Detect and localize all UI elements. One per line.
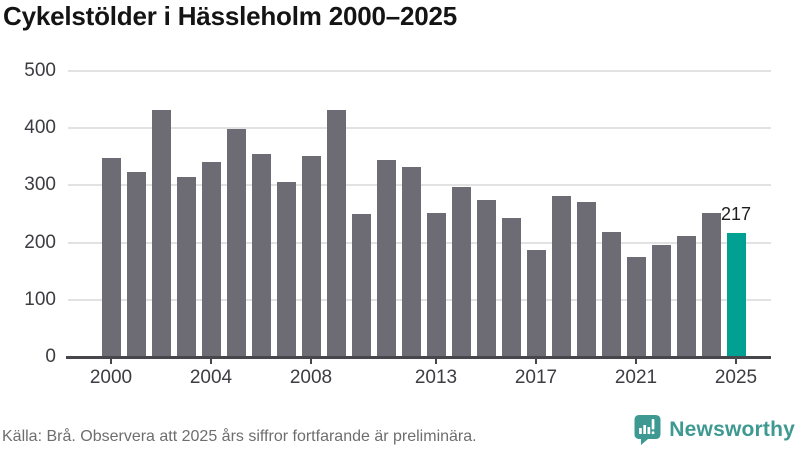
bar-2002 [151, 110, 171, 357]
bar-2024 [701, 213, 721, 357]
bar-2011 [376, 160, 396, 357]
gridline-500 [68, 70, 771, 72]
y-tick-label-0: 0 [45, 346, 56, 367]
newsworthy-logo: Newsworthy [633, 414, 795, 445]
bar-2006 [251, 154, 271, 357]
bar-2003 [176, 177, 196, 357]
x-tick-2021 [635, 359, 637, 364]
newsworthy-icon [634, 415, 661, 445]
bar-2023 [676, 236, 696, 357]
gridline-400 [68, 127, 771, 130]
bar-2025 [726, 233, 746, 357]
bar-2010 [351, 214, 371, 357]
x-tick-2013 [435, 359, 437, 364]
x-tick-2000 [110, 359, 112, 364]
bar-2001 [126, 172, 146, 357]
bar-2007 [276, 182, 296, 357]
bar-2009 [326, 110, 346, 357]
y-tick-label-500: 500 [24, 60, 56, 81]
bar-2014 [451, 187, 471, 357]
y-tick-label-100: 100 [24, 288, 56, 310]
newsworthy-wordmark: Newsworthy [669, 417, 795, 441]
y-tick-label-300: 300 [24, 174, 56, 196]
bar-2021 [626, 257, 646, 357]
bar-2004 [201, 162, 221, 357]
bar-2017 [526, 250, 546, 357]
bar-2016 [501, 218, 521, 357]
source-note: Källa: Brå. Observera att 2025 års siffr… [2, 428, 477, 445]
bar-chart: 0 100 200 300 400 500 2000 2004 2008 2013 2017 202… [24, 60, 771, 388]
bar-2019 [576, 202, 596, 357]
bar-2012 [401, 167, 421, 357]
bar-2008 [301, 156, 321, 357]
y-tick-label-200: 200 [24, 231, 56, 253]
x-axis-line [66, 356, 771, 359]
x-tick-label-2025: 2025 [714, 367, 758, 388]
x-tick-label-2013: 2013 [414, 367, 458, 388]
bar-2013 [426, 213, 446, 357]
x-tick-2017 [535, 359, 537, 364]
bar-2005 [226, 129, 246, 357]
x-tick-2004 [210, 359, 212, 364]
bar-2022 [651, 245, 671, 357]
bar-2018 [551, 196, 571, 357]
x-tick-label-2008: 2008 [289, 367, 333, 388]
x-tick-2008 [310, 359, 312, 364]
bar-2015 [476, 200, 496, 357]
x-tick-label-2000: 2000 [89, 367, 133, 388]
x-tick-label-2004: 2004 [189, 367, 233, 388]
x-tick-label-2017: 2017 [514, 367, 558, 388]
bar-2020 [601, 232, 621, 357]
x-tick-2025 [735, 359, 737, 364]
bar-2000 [101, 158, 121, 357]
x-tick-label-2021: 2021 [614, 367, 658, 388]
bar-value-label: 217 [720, 203, 752, 224]
chart-title: Cykelstölder i Hässleholm 2000–2025 [3, 1, 458, 31]
y-tick-label-400: 400 [24, 117, 56, 139]
